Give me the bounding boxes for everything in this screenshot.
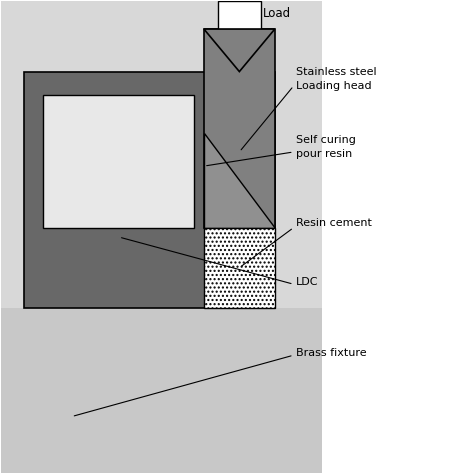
Bar: [0, 0, 322, 474]
Text: LDC: LDC: [296, 277, 319, 287]
Bar: [204, 228, 275, 308]
Bar: [218, 0, 261, 29]
Polygon shape: [204, 133, 275, 228]
Text: Brass fixture: Brass fixture: [296, 348, 367, 358]
Polygon shape: [204, 29, 275, 72]
Bar: [0, 0, 322, 308]
Text: Stainless steel
Loading head: Stainless steel Loading head: [296, 67, 377, 91]
Bar: [43, 95, 194, 228]
Bar: [24, 72, 275, 308]
Text: Self curing
pour resin: Self curing pour resin: [296, 135, 356, 159]
Bar: [204, 29, 275, 228]
Text: Resin cement: Resin cement: [296, 218, 372, 228]
Text: Load: Load: [263, 8, 291, 20]
